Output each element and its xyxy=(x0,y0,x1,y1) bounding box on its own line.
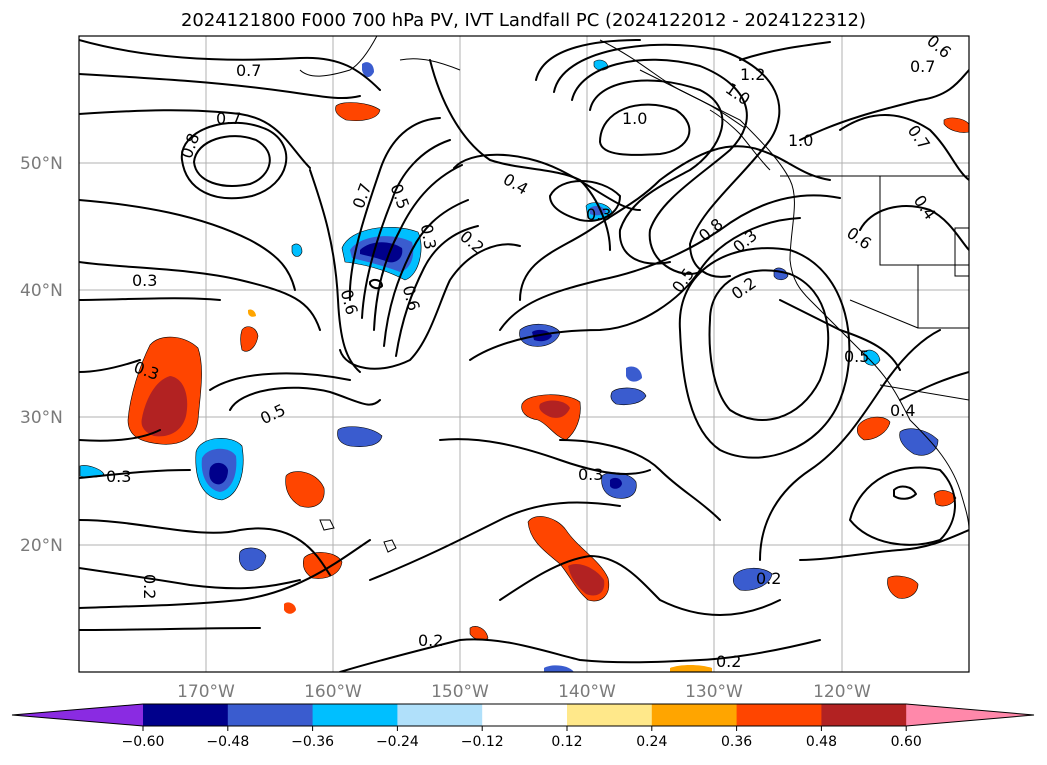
colorbar-tick-label: 0.12 xyxy=(551,734,582,750)
colorbar-swatch xyxy=(312,704,398,726)
lat-label: 30°N xyxy=(20,408,63,428)
colorbar-swatch xyxy=(143,704,229,726)
longitude-labels: 170°W 160°W 150°W 140°W 130°W 120°W xyxy=(177,682,871,702)
contour-label: 0.7 xyxy=(236,61,261,80)
colorbar-tick-label: −0.48 xyxy=(206,734,249,750)
contour-label: 0.2 xyxy=(418,631,443,650)
colorbar-tick-label: 0.24 xyxy=(636,734,667,750)
contour-label: 0.2 xyxy=(756,569,781,588)
positive-anomaly-fills xyxy=(127,102,969,672)
colorbar-extend-left xyxy=(12,704,143,726)
coastlines xyxy=(299,36,969,553)
lon-label: 150°W xyxy=(431,682,489,702)
lon-label: 120°W xyxy=(813,682,871,702)
colorbar-extend-right xyxy=(906,704,1034,726)
colorbar-swatch xyxy=(227,704,314,726)
lon-label: 160°W xyxy=(304,682,362,702)
contour-label: 0.7 xyxy=(910,57,935,76)
colorbar-tick-label: 0.60 xyxy=(891,734,922,750)
contour-label: 0.3 xyxy=(586,205,611,224)
lon-label: 130°W xyxy=(685,682,743,702)
colorbar-tick-label: −0.60 xyxy=(122,734,165,750)
lat-label: 50°N xyxy=(20,154,63,174)
map-title: 2024121800 F000 700 hPa PV, IVT Landfall… xyxy=(180,10,867,31)
contour-label: 0.3 xyxy=(578,465,603,484)
contour-label: 0.2 xyxy=(140,574,159,599)
colorbar-tick-label: −0.24 xyxy=(376,734,419,750)
contour-label: 0.3 xyxy=(417,223,440,251)
lon-label: 170°W xyxy=(177,682,235,702)
colorbar-tick-label: −0.36 xyxy=(291,734,334,750)
map-border xyxy=(78,35,970,673)
colorbar-swatch xyxy=(821,704,907,726)
contour-label: 0.3 xyxy=(106,467,131,486)
colorbar: −0.60 −0.48 −0.36 −0.24 −0.12 0.12 0.24 0.36 0.4… xyxy=(11,703,1035,750)
map-area xyxy=(79,36,969,672)
colorbar-tick-label: 0.48 xyxy=(806,734,837,750)
ivt-contours xyxy=(79,39,969,672)
colorbar-swatch xyxy=(567,704,653,726)
colorbar-swatch xyxy=(736,704,822,726)
contour-label: 0.2 xyxy=(716,652,741,671)
contour-label: 0.3 xyxy=(132,271,157,290)
contour-label: 1.0 xyxy=(622,109,647,128)
colorbar-swatch xyxy=(482,704,568,726)
latitude-labels: 50°N 40°N 30°N 20°N xyxy=(20,154,63,556)
lat-label: 20°N xyxy=(20,536,63,556)
colorbar-swatch xyxy=(397,704,483,726)
contour-label: 0.4 xyxy=(890,401,915,420)
colorbar-tick-label: −0.12 xyxy=(461,734,504,750)
lon-label: 140°W xyxy=(558,682,616,702)
colorbar-tick-label: 0.36 xyxy=(721,734,752,750)
contour-label: 0.5 xyxy=(844,347,869,366)
contour-label: 1.2 xyxy=(740,65,765,84)
lat-label: 40°N xyxy=(20,281,63,301)
colorbar-swatch xyxy=(651,704,738,726)
contour-label: 0.7 xyxy=(216,109,241,128)
contour-label: 1.0 xyxy=(788,131,813,150)
